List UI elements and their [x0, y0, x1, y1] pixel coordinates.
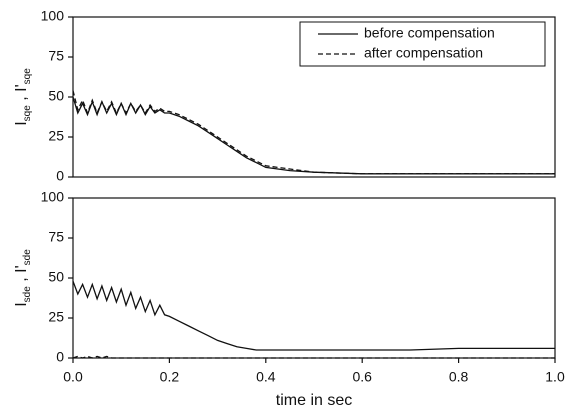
x-tick-label: 0.8	[449, 369, 469, 385]
y-axis-label-subscript: sde	[22, 249, 33, 266]
y-axis-label: Isqe , I'sqe	[13, 68, 32, 126]
x-tick-label: 0.2	[160, 369, 180, 385]
y-tick-label: 75	[48, 229, 64, 245]
series-line	[72, 96, 555, 175]
y-tick-label: 25	[48, 128, 64, 144]
y-tick-label: 100	[41, 8, 65, 24]
y-axis-label-part: , I'	[13, 84, 30, 105]
y-tick-label: 50	[48, 88, 64, 104]
y-axis-label-subscript: sde	[22, 286, 33, 303]
y-axis-label-subscript: sqe	[22, 68, 33, 85]
x-tick-label: 0.0	[63, 369, 83, 385]
y-tick-label: 0	[56, 349, 64, 365]
y-axis-label-part: I	[13, 121, 30, 125]
y-tick-label: 0	[56, 168, 64, 184]
series-line	[72, 90, 555, 175]
x-tick-label: 1.0	[545, 369, 565, 385]
series-line	[72, 355, 555, 359]
y-axis-label-subscript: sqe	[22, 105, 33, 122]
y-axis-label: Isde , I'sde	[13, 249, 32, 307]
x-tick-label: 0.4	[256, 369, 276, 385]
y-axis-label-part: I	[13, 302, 30, 306]
y-tick-label: 50	[48, 269, 64, 285]
plot-frame	[72, 197, 556, 359]
x-axis-label: time in sec	[276, 392, 352, 409]
legend-label: before compensation	[364, 25, 495, 41]
legend-label: after compensation	[364, 45, 483, 61]
x-tick-label: 0.6	[352, 369, 372, 385]
legend-box	[299, 21, 546, 67]
y-axis-label-part: , I'	[13, 265, 30, 286]
y-tick-label: 75	[48, 48, 64, 64]
series-line	[72, 280, 555, 351]
y-tick-label: 100	[41, 189, 65, 205]
y-tick-label: 25	[48, 309, 64, 325]
